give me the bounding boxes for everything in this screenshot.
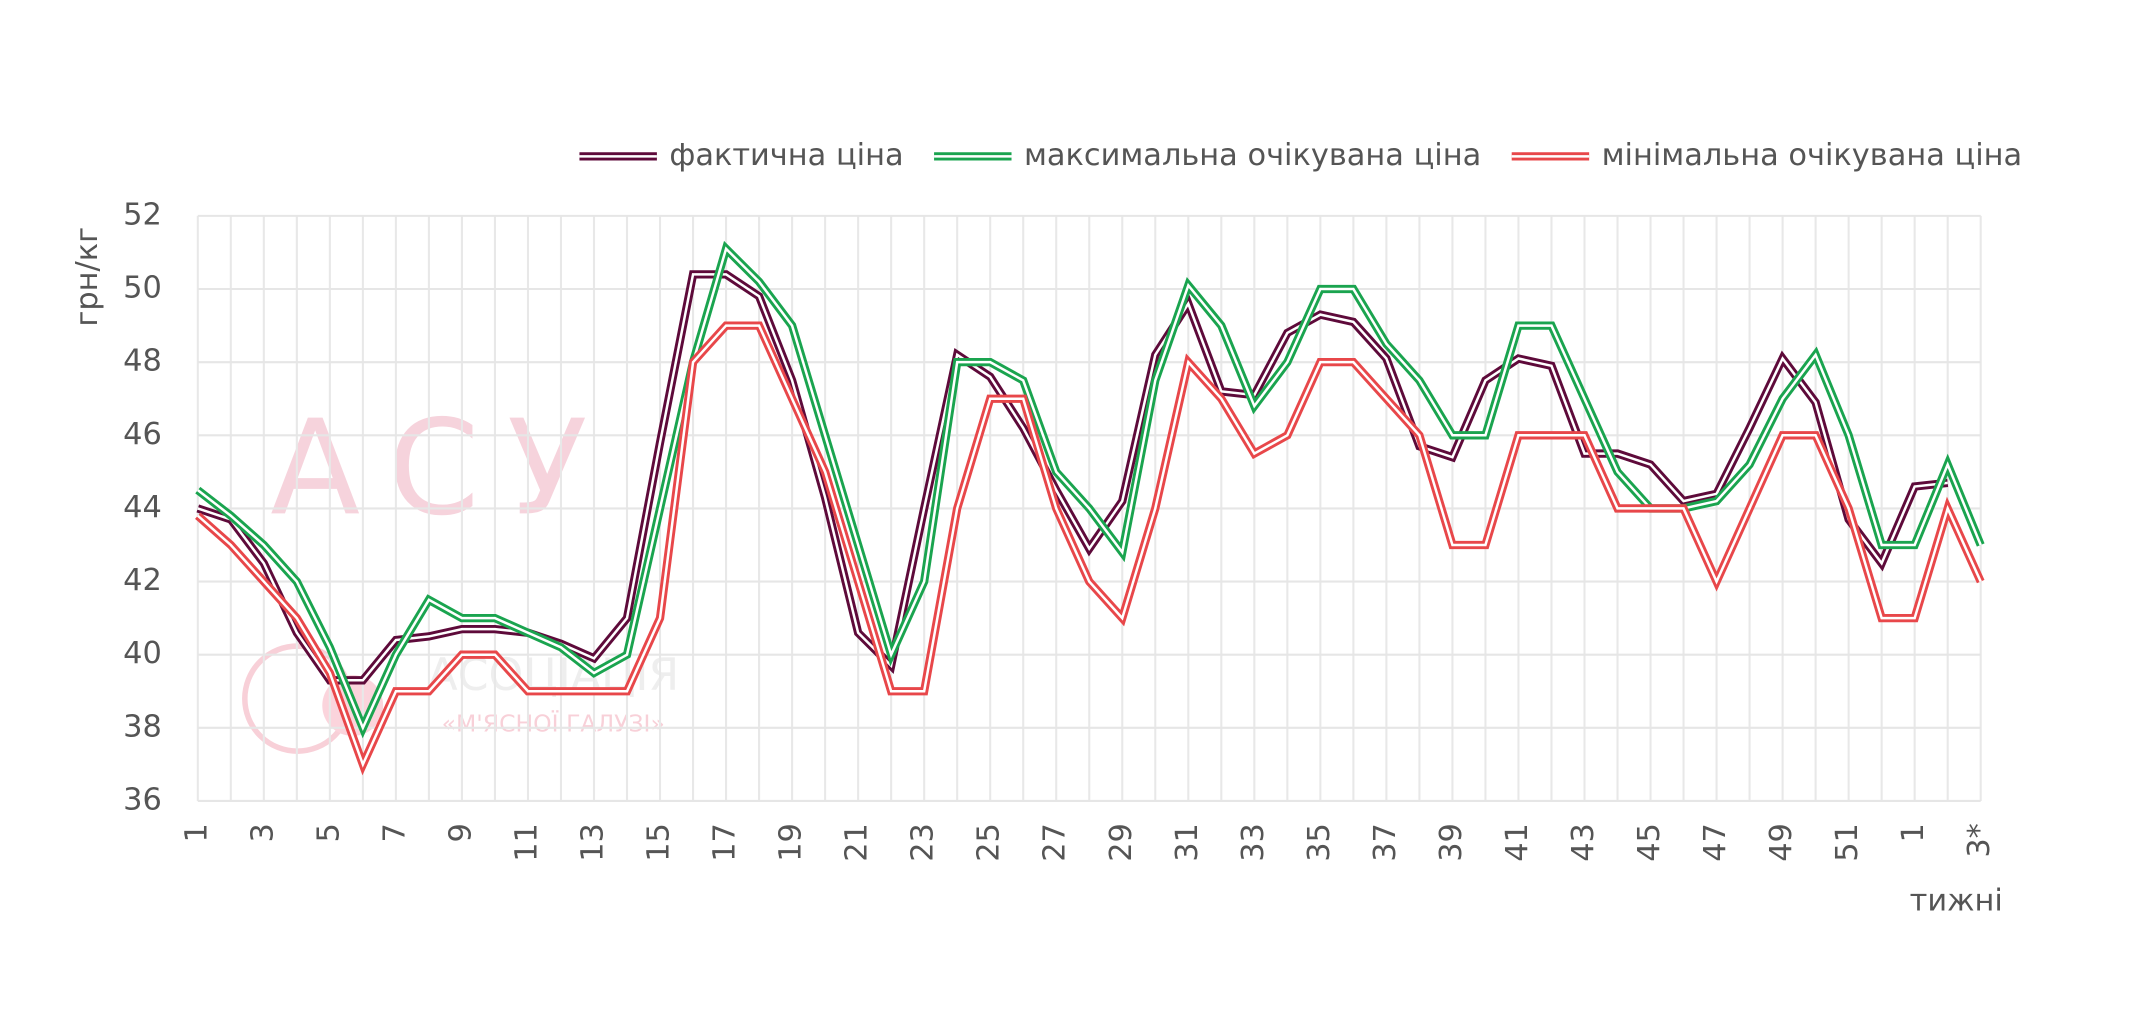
x-tick-label: 9 — [443, 823, 478, 842]
x-tick-label: 41 — [1500, 823, 1535, 862]
y-tick-label: 50 — [123, 271, 162, 306]
x-tick-label: 39 — [1434, 823, 1469, 862]
x-tick-label: 3 — [245, 823, 280, 842]
y-tick-label: 38 — [123, 709, 162, 744]
x-tick-label: 1 — [1896, 823, 1931, 842]
x-tick-label: 45 — [1632, 823, 1667, 862]
legend-item: фактична ціна — [579, 138, 904, 173]
x-tick-label: 5 — [311, 823, 346, 842]
x-tick-label: 7 — [377, 823, 412, 842]
x-tick-label: 15 — [642, 823, 677, 862]
x-tick-label: 43 — [1566, 823, 1601, 862]
legend-item: максимальна очікувана ціна — [934, 138, 1481, 173]
x-tick-label: 31 — [1170, 823, 1205, 862]
y-tick-label: 36 — [123, 782, 162, 817]
y-tick-label: 48 — [123, 344, 162, 379]
x-tick-label: 27 — [1038, 823, 1073, 862]
x-tick-label: 1 — [179, 823, 214, 842]
x-tick-label: 11 — [509, 823, 544, 862]
watermark: «М'ЯСНОЇ ГАЛУЗІ» — [442, 709, 665, 737]
x-tick-label: 19 — [774, 823, 809, 862]
series-line-inner — [197, 273, 1948, 682]
x-axis-label: тижні — [1910, 883, 2003, 918]
x-tick-label: 33 — [1236, 823, 1271, 862]
y-axis-label: грн/кг — [70, 227, 105, 327]
x-tick-label: 25 — [972, 823, 1007, 862]
x-tick-label: 23 — [906, 823, 941, 862]
legend-item: мінімальна очікувана ціна — [1511, 138, 2023, 173]
x-tick-label: 35 — [1302, 823, 1337, 862]
y-tick-label: 40 — [123, 636, 162, 671]
series-line-inner — [196, 324, 1982, 768]
watermark: АСУ — [270, 391, 615, 544]
x-tick-label: 49 — [1764, 823, 1799, 862]
legend-label: максимальна очікувана ціна — [1024, 138, 1481, 173]
y-tick-label: 44 — [123, 490, 162, 525]
y-tick-label: 52 — [123, 197, 162, 232]
x-tick-label: 17 — [708, 823, 743, 862]
x-tick-label: 37 — [1368, 823, 1403, 862]
y-tick-label: 46 — [123, 417, 162, 452]
legend-label: мінімальна очікувана ціна — [1602, 138, 2023, 173]
x-tick-label: 47 — [1698, 823, 1733, 862]
legend-label: фактична ціна — [669, 138, 903, 173]
x-tick-label: 51 — [1830, 823, 1865, 862]
x-tick-label: 13 — [575, 823, 610, 862]
x-tick-label: 21 — [840, 823, 875, 862]
y-tick-label: 42 — [123, 563, 162, 598]
x-tick-label: 29 — [1104, 823, 1139, 862]
x-tick-label: 3* — [1962, 823, 1997, 858]
